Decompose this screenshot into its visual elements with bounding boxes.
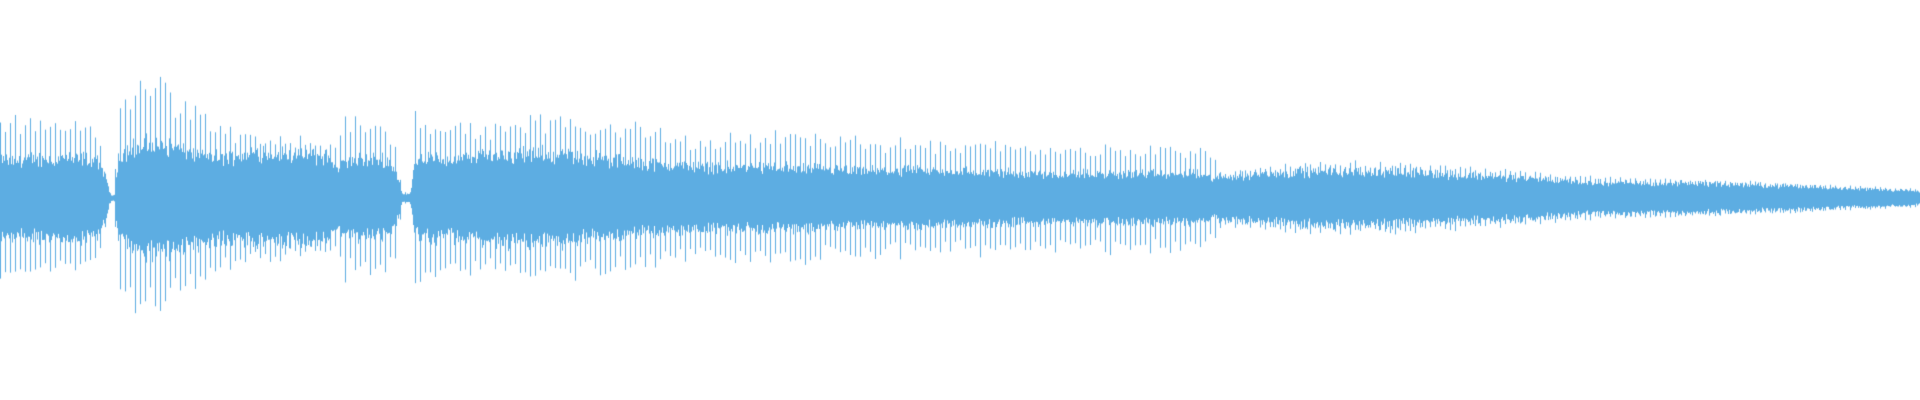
- waveform-view[interactable]: [0, 0, 1920, 400]
- audio-waveform[interactable]: [0, 0, 1920, 400]
